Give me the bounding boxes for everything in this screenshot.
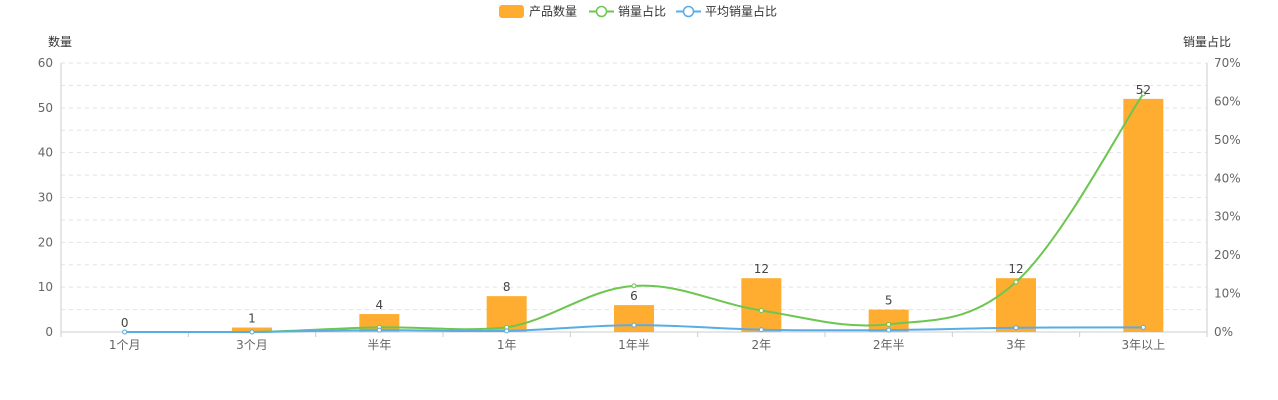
right-y-tick-label: 50% xyxy=(1214,133,1241,147)
x-tick-label: 1个月 xyxy=(109,338,141,352)
point-avg-sales-share[interactable] xyxy=(504,328,510,334)
bar-value-label: 6 xyxy=(630,289,638,303)
bar[interactable] xyxy=(741,278,782,332)
point-avg-sales-share[interactable] xyxy=(376,327,382,333)
right-axis-title: 销量占比 xyxy=(1183,34,1231,49)
bar[interactable] xyxy=(996,278,1036,332)
legend: 产品数量 销量占比 平均销量占比 xyxy=(499,4,777,19)
legend-label-product-count: 产品数量 xyxy=(529,4,577,19)
data-labels: 0 1 4 8 6 12 5 12 52 xyxy=(121,83,1151,330)
point-avg-sales-share[interactable] xyxy=(1013,325,1019,331)
x-tick-label: 2年 xyxy=(752,338,772,352)
x-tick-label: 2年半 xyxy=(873,338,905,352)
axes: 1个月 3个月 半年 1年 1年半 2年 2年半 3年 3年以上01020304050600%1… xyxy=(38,56,1241,352)
left-y-tick-label: 60 xyxy=(38,56,53,70)
bar-value-label: 12 xyxy=(754,262,769,276)
left-y-tick-label: 40 xyxy=(38,146,53,160)
bar-value-label: 0 xyxy=(121,316,129,330)
legend-item-avg-sales-share[interactable]: 平均销量占比 xyxy=(676,4,777,19)
legend-item-product-count[interactable]: 产品数量 xyxy=(499,4,577,19)
left-y-tick-label: 30 xyxy=(38,191,53,205)
left-y-tick-label: 50 xyxy=(38,101,53,115)
bar-value-label: 4 xyxy=(376,298,384,312)
point-sales-share[interactable] xyxy=(758,307,764,313)
bar-value-label: 8 xyxy=(503,280,511,294)
x-tick-label: 1年 xyxy=(497,338,517,352)
point-avg-sales-share[interactable] xyxy=(249,329,255,335)
x-tick-label: 3年 xyxy=(1006,338,1026,352)
grid-lines xyxy=(61,62,1207,311)
bar-series xyxy=(232,98,1164,332)
bar-value-label: 1 xyxy=(248,312,256,326)
bar[interactable] xyxy=(614,305,654,332)
point-sales-share[interactable] xyxy=(1140,91,1146,97)
point-sales-share[interactable] xyxy=(1013,279,1019,285)
left-y-tick-label: 10 xyxy=(38,280,53,294)
left-axis-title: 数量 xyxy=(48,34,72,49)
right-y-tick-label: 0% xyxy=(1214,325,1233,339)
left-y-tick-label: 0 xyxy=(45,325,53,339)
bar-value-label: 52 xyxy=(1136,83,1151,97)
left-y-tick-label: 20 xyxy=(38,235,53,249)
point-avg-sales-share[interactable] xyxy=(886,327,892,333)
legend-bar-swatch xyxy=(499,5,524,18)
point-avg-sales-share[interactable] xyxy=(1140,324,1146,330)
legend-marker-avg-sales-share xyxy=(682,5,695,18)
right-y-tick-label: 30% xyxy=(1214,210,1241,224)
right-y-tick-label: 20% xyxy=(1214,248,1241,262)
right-y-tick-label: 70% xyxy=(1214,56,1241,70)
x-tick-label: 1年半 xyxy=(618,338,650,352)
legend-label-avg-sales-share: 平均销量占比 xyxy=(705,4,777,19)
x-tick-label: 半年 xyxy=(367,338,391,352)
x-tick-label: 3个月 xyxy=(236,338,268,352)
line-series xyxy=(122,91,1146,335)
legend-label-sales-share: 销量占比 xyxy=(618,4,666,19)
right-y-tick-label: 60% xyxy=(1214,94,1241,108)
point-avg-sales-share[interactable] xyxy=(631,322,637,328)
bar-value-label: 5 xyxy=(885,294,893,308)
bar[interactable] xyxy=(868,309,909,332)
legend-marker-sales-share xyxy=(595,5,608,18)
right-y-tick-label: 10% xyxy=(1214,287,1241,301)
point-sales-share[interactable] xyxy=(886,321,892,327)
point-sales-share[interactable] xyxy=(631,283,637,289)
point-avg-sales-share[interactable] xyxy=(122,329,128,335)
legend-item-sales-share[interactable]: 销量占比 xyxy=(589,4,666,19)
bar-value-label: 12 xyxy=(1008,262,1023,276)
point-avg-sales-share[interactable] xyxy=(758,327,764,333)
x-tick-label: 3年以上 xyxy=(1122,338,1166,352)
right-y-tick-label: 40% xyxy=(1214,171,1241,185)
bar[interactable] xyxy=(1123,98,1164,332)
